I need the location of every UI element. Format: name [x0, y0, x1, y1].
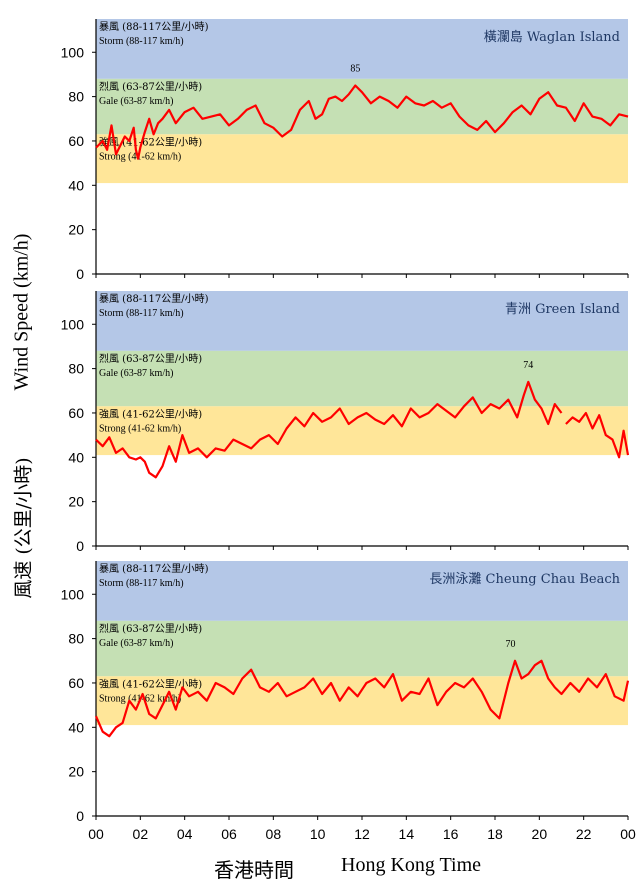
x-tick-label: 20 [532, 826, 548, 842]
y-tick-label: 40 [68, 177, 84, 193]
band-label-gale-en: Gale (63-87 km/h) [99, 368, 173, 379]
y-tick-label: 60 [68, 675, 84, 691]
wind-speed-series-line [95, 84, 629, 160]
x-tick-label: 00 [620, 826, 636, 842]
y-tick-label: 0 [76, 538, 84, 554]
chart-panel-1: 暴風 (88-117公里/小時) Storm (88-117 km/h) 烈風 (6… [61, 19, 629, 282]
y-tick-label: 20 [68, 494, 84, 510]
y-tick-label: 80 [68, 631, 84, 647]
x-tick-label: 04 [177, 826, 193, 842]
peak-value-label: 74 [523, 360, 533, 371]
band-label-strong-zh: 強風 (41-62公里/小時) [99, 407, 202, 420]
band-storm [96, 561, 628, 621]
y-tick-label: 0 [76, 266, 84, 282]
band-label-gale-en: Gale (63-87 km/h) [99, 96, 173, 107]
band-label-gale-en: Gale (63-87 km/h) [99, 638, 173, 649]
band-label-gale-zh: 烈風 (63-87公里/小時) [99, 81, 202, 93]
x-tick-label: 06 [221, 826, 237, 842]
station-title: 橫瀾島 Waglan Island [484, 30, 620, 45]
y-tick-label: 20 [68, 764, 84, 780]
y-tick-label: 100 [61, 44, 85, 60]
band-label-strong-zh: 強風 (41-62公里/小時) [99, 677, 202, 690]
station-title: 長洲泳灘 Cheung Chau Beach [429, 572, 620, 587]
band-storm [96, 291, 628, 351]
y-tick-label: 0 [76, 808, 84, 824]
wind-speed-series-line [94, 659, 630, 738]
y-tick-label: 80 [68, 89, 84, 105]
y-tick-label: 80 [68, 361, 84, 377]
x-tick-label: 12 [354, 826, 370, 842]
band-label-strong-en: Strong (41-62 km/h) [99, 151, 181, 162]
band-strong [96, 134, 628, 184]
x-tick-label: 18 [487, 826, 503, 842]
band-gale [96, 620, 628, 677]
y-tick-label: 40 [68, 449, 84, 465]
band-label-gale-zh: 烈風 (63-87公里/小時) [99, 353, 202, 365]
band-gale [96, 350, 628, 407]
y-axis-label-chinese: 風速 (公里/小時) [12, 457, 35, 599]
x-tick-label: 00 [88, 826, 104, 842]
band-label-gale-zh: 烈風 (63-87公里/小時) [99, 623, 202, 635]
band-label-storm-zh: 暴風 (88-117公里/小時) [99, 21, 209, 33]
x-tick-label: 08 [266, 826, 282, 842]
x-axis-label-english: Hong Kong Time [341, 854, 482, 876]
y-tick-label: 100 [61, 586, 85, 602]
band-label-storm-en: Storm (88-117 km/h) [99, 36, 184, 47]
x-tick-label: 16 [443, 826, 459, 842]
y-tick-label: 60 [68, 133, 84, 149]
wind-speed-series-line [95, 380, 630, 479]
band-label-strong-en: Strong (41-62 km/h) [99, 423, 181, 434]
y-tick-label: 40 [68, 719, 84, 735]
y-tick-label: 60 [68, 405, 84, 421]
band-label-storm-en: Storm (88-117 km/h) [99, 308, 184, 319]
y-axis-label-english: Wind Speed (km/h) [10, 233, 33, 391]
band-strong [96, 676, 628, 726]
band-label-storm-zh: 暴風 (88-117公里/小時) [99, 563, 209, 575]
band-label-storm-en: Storm (88-117 km/h) [99, 578, 184, 589]
x-tick-label: 22 [576, 826, 592, 842]
chart-panel-2: 暴風 (88-117公里/小時) Storm (88-117 km/h) 烈風 (6… [61, 291, 630, 554]
chart-panel-3: 暴風 (88-117公里/小時) Storm (88-117 km/h) 烈風 (6… [61, 561, 636, 842]
y-tick-label: 20 [68, 222, 84, 238]
x-tick-label: 10 [310, 826, 326, 842]
band-storm [96, 19, 628, 79]
y-tick-label: 100 [61, 316, 85, 332]
x-tick-label: 02 [133, 826, 149, 842]
band-gale [96, 78, 628, 135]
peak-value-label: 70 [506, 639, 516, 650]
x-tick-label: 14 [399, 826, 415, 842]
station-title: 青洲 Green Island [505, 302, 620, 317]
peak-value-label: 85 [350, 64, 360, 75]
band-label-storm-zh: 暴風 (88-117公里/小時) [99, 293, 209, 305]
x-axis-label-chinese: 香港時間 [214, 858, 294, 882]
